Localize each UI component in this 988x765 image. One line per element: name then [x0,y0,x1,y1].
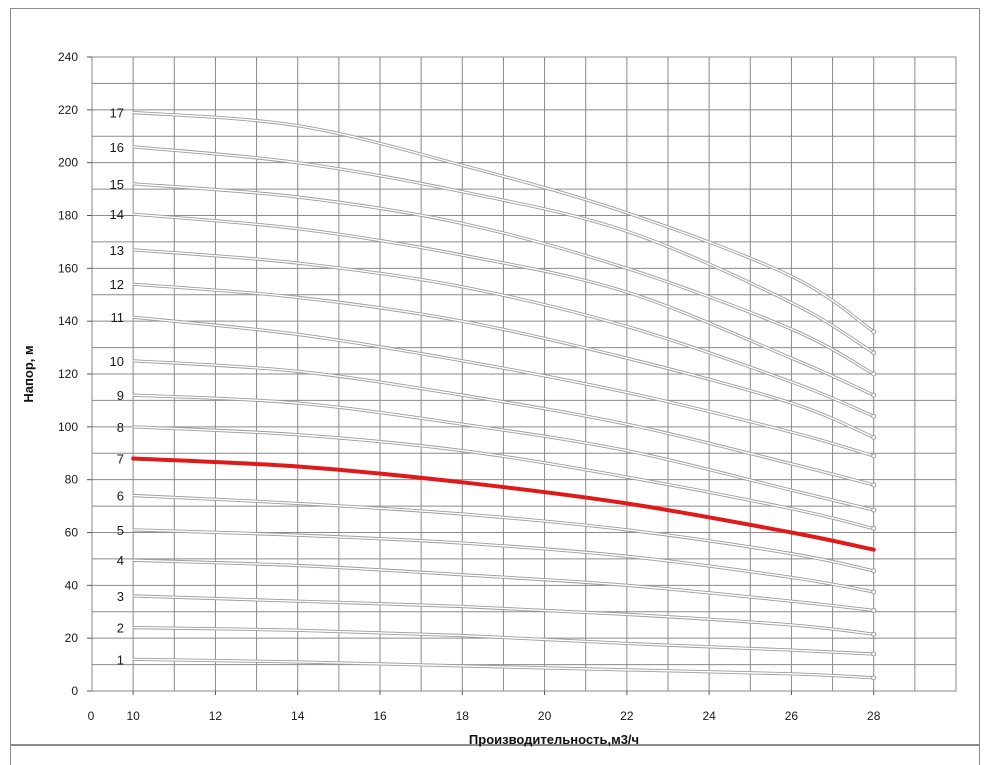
curve-label-7: 7 [117,452,124,467]
curve-12-endpoint [871,434,877,440]
curve-17-endpoint [871,329,877,335]
x-tick-label: 24 [702,709,716,723]
curve-15 [133,183,875,375]
chart-frame [10,8,980,746]
curve-8 [133,426,874,530]
curve-13 [133,249,874,417]
curve-3 [133,595,874,635]
x-tick-label: 26 [785,709,799,723]
y-tick-label: 0 [71,684,78,698]
curve-5-endpoint [871,589,877,595]
curve-13-endpoint [871,413,877,419]
curve-2-endpoint [871,651,877,657]
curve-4-endpoint [871,607,877,613]
lower-panel-border [10,744,980,765]
y-tick-label: 40 [65,578,79,592]
curve-label-14: 14 [110,207,124,222]
curves [131,110,877,681]
y-tick-label: 60 [65,526,79,540]
curve-label-1: 1 [117,652,124,667]
curve-label-4: 4 [117,553,124,568]
curve-label-15: 15 [110,177,124,192]
x-tick-label: 22 [620,709,634,723]
curve-label-3: 3 [117,589,124,604]
curve-14 [133,213,875,396]
curve-label-17: 17 [110,105,124,120]
x-axis-title: Производительность,м3/ч [469,732,639,747]
curve-4 [133,559,874,612]
curve-label-5: 5 [117,523,124,538]
y-tick-label: 140 [58,314,78,328]
curve-label-8: 8 [117,420,124,435]
gridlines [91,56,957,692]
y-tick-label: 80 [65,473,79,487]
x-tick-label: 28 [867,709,881,723]
curve-9 [133,394,874,511]
x-tick-label: 20 [538,709,552,723]
y-axis-title: Напор, м [21,345,36,402]
curve-7 [131,456,876,552]
y-tick-label: 20 [65,631,79,645]
y-tick-label: 180 [58,209,78,223]
curve-11 [133,316,874,457]
curve-16-endpoint [871,350,877,356]
curve-label-16: 16 [110,140,124,155]
curve-2 [133,626,874,655]
curve-label-6: 6 [117,489,124,504]
curve-label-10: 10 [110,354,124,369]
x-tick-label: 18 [456,709,470,723]
curve-1 [133,658,874,679]
curve-label-9: 9 [117,388,124,403]
curve-1-endpoint [871,675,877,681]
curve-8-endpoint [871,526,877,532]
x-origin-label: 0 [88,709,95,723]
y-tick-label: 240 [58,50,78,64]
curve-12 [133,283,874,439]
curve-10 [133,360,874,486]
x-tick-label: 14 [291,709,305,723]
curve-label-12: 12 [110,277,124,292]
curve-17 [133,111,875,333]
curve-3-endpoint [871,631,877,637]
curve-5 [133,529,874,593]
y-tick-label: 220 [58,103,78,117]
curve-6 [133,494,874,572]
x-tick-label: 12 [209,709,223,723]
curve-16 [133,146,875,354]
x-tick-label: 16 [373,709,387,723]
y-tick-label: 160 [58,261,78,275]
curve-14-endpoint [871,392,877,398]
curve-10-endpoint [871,482,877,488]
curve-label-11: 11 [111,310,125,325]
y-tick-label: 100 [58,420,78,434]
curve-label-2: 2 [117,621,124,636]
curve-9-endpoint [871,507,877,513]
curve-label-13: 13 [110,243,124,258]
curve-11-endpoint [871,453,877,459]
y-tick-label: 200 [58,156,78,170]
curve-6-endpoint [871,568,877,574]
x-tick-label: 10 [126,709,140,723]
y-tick-label: 120 [58,367,78,381]
curve-15-endpoint [871,371,877,377]
